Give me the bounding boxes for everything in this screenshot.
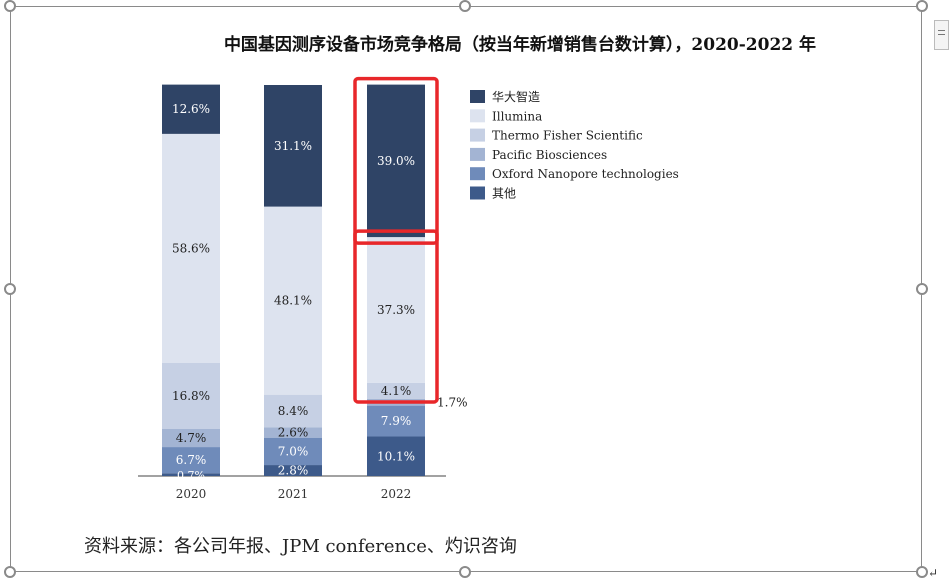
data-label-2021-pacific-biosciences: 2.6% <box>278 426 309 440</box>
legend-label-华大智造: 华大智造 <box>492 89 540 104</box>
source-note: 资料来源：各公司年报、JPM conference、灼识咨询 <box>84 536 517 557</box>
legend-swatch-其他 <box>470 186 485 200</box>
resize-handle-top-left[interactable] <box>4 0 16 12</box>
resize-handle-bottom-right[interactable] <box>916 566 928 578</box>
legend-swatch-pacific-biosciences <box>470 147 485 161</box>
bar-segment-2021-illumina <box>264 206 322 395</box>
legend-label-oxford-nanopore-technologies: Oxford Nanopore technologies <box>492 167 679 181</box>
legend-swatch-thermo-fisher-scientific <box>470 128 485 142</box>
bar-segment-2022-oxford-nanopore-technologies <box>367 405 425 437</box>
bar-segment-2021-其他 <box>264 465 322 476</box>
data-label-2020-华大智造: 12.6% <box>172 102 210 116</box>
data-label-2022-其他: 10.1% <box>377 449 415 463</box>
data-label-2021-oxford-nanopore-technologies: 7.0% <box>278 444 309 458</box>
bar-segment-2022-illumina <box>367 237 425 383</box>
data-label-2022-oxford-nanopore-technologies: 7.9% <box>381 414 412 428</box>
highlight-box-0 <box>353 76 439 245</box>
resize-handle-top-center[interactable] <box>459 0 471 12</box>
data-label-2020-其他: 0.7% <box>177 469 205 482</box>
data-label-2022-pacific-biosciences: 1.7% <box>437 395 468 409</box>
legend-label-thermo-fisher-scientific: Thermo Fisher Scientific <box>492 129 643 143</box>
bar-segment-2020-oxford-nanopore-technologies <box>162 447 220 474</box>
x-tick-label-2020: 2020 <box>176 487 207 501</box>
legend-label-illumina: Illumina <box>492 109 542 123</box>
resize-handle-top-right[interactable] <box>916 0 928 12</box>
resize-handle-bottom-center[interactable] <box>459 566 471 578</box>
legend-label-其他: 其他 <box>492 187 516 201</box>
data-label-2020-oxford-nanopore-technologies: 6.7% <box>176 453 207 467</box>
bar-segment-2020-其他 <box>162 473 220 476</box>
legend-swatch-华大智造 <box>470 90 485 103</box>
data-label-2022-华大智造: 39.0% <box>377 154 415 168</box>
bar-segment-2022-thermo-fisher-scientific <box>367 382 425 399</box>
bar-segment-2021-华大智造 <box>264 85 322 207</box>
bar-segment-2022-华大智造 <box>367 84 425 238</box>
bar-segment-2021-thermo-fisher-scientific <box>264 394 322 428</box>
data-label-2020-thermo-fisher-scientific: 16.8% <box>172 389 210 403</box>
data-label-2021-华大智造: 31.1% <box>274 139 312 153</box>
chart-title: 中国基因测序设备市场竞争格局（按当年新增销售台数计算），2020-2022 年 <box>223 35 817 55</box>
x-tick-label-2022: 2022 <box>381 487 412 501</box>
data-label-2022-illumina: 37.3% <box>377 303 415 317</box>
data-label-2021-其他: 2.8% <box>278 464 309 478</box>
resize-handle-bottom-left[interactable] <box>4 566 16 578</box>
legend-label-pacific-biosciences: Pacific Biosciences <box>492 148 607 162</box>
bar-segment-2020-thermo-fisher-scientific <box>162 363 220 429</box>
bar-segment-2020-pacific-biosciences <box>162 428 220 448</box>
bar-segment-2020-华大智造 <box>162 84 220 134</box>
data-label-2020-illumina: 58.6% <box>172 241 210 255</box>
x-tick-label-2021: 2021 <box>278 487 309 501</box>
data-label-2022-thermo-fisher-scientific: 4.1% <box>381 384 412 398</box>
legend-swatch-oxford-nanopore-technologies <box>470 167 485 181</box>
bar-segment-2021-oxford-nanopore-technologies <box>264 437 322 466</box>
resize-handle-middle-right[interactable] <box>916 283 928 295</box>
data-label-2021-thermo-fisher-scientific: 8.4% <box>278 404 309 418</box>
paragraph-mark-icon: ↵ <box>928 566 939 580</box>
bar-segment-2020-illumina <box>162 133 220 364</box>
legend-swatch-illumina <box>470 109 485 123</box>
bar-segment-2022-其他 <box>367 436 425 476</box>
data-label-2021-illumina: 48.1% <box>274 294 312 308</box>
bar-segment-2021-pacific-biosciences <box>264 427 322 438</box>
highlight-box-1 <box>353 229 439 404</box>
resize-handle-middle-left[interactable] <box>4 283 16 295</box>
data-label-2020-pacific-biosciences: 4.7% <box>176 431 207 445</box>
